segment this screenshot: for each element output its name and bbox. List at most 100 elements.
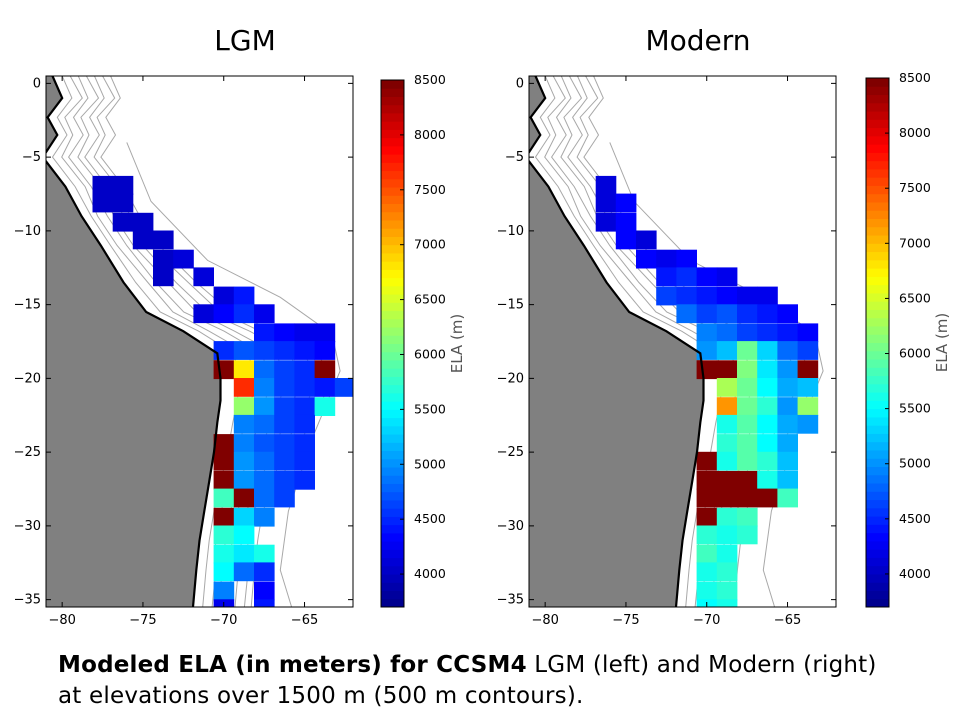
y-tick-label: −25 <box>497 445 524 460</box>
ela-cell <box>213 488 235 508</box>
colorbar-swatch <box>866 111 889 120</box>
colorbar-swatch <box>381 565 404 575</box>
colorbar-tick-label: 5000 <box>414 456 446 471</box>
ela-cell <box>777 323 798 343</box>
contour-line <box>609 142 824 607</box>
ela-cell <box>233 397 255 416</box>
colorbar-swatch <box>381 401 404 410</box>
ela-cell <box>656 267 677 287</box>
colorbar-swatch <box>381 425 404 435</box>
colorbar-swatch <box>866 540 889 550</box>
ela-cell <box>777 451 798 471</box>
ela-cell <box>696 544 718 564</box>
colorbar-swatch <box>381 458 404 468</box>
colorbar-swatch <box>381 154 404 163</box>
colorbar-tick-label: 7500 <box>899 180 931 195</box>
colorbar-swatch <box>381 187 404 196</box>
ela-cell <box>595 175 617 195</box>
colorbar-swatch <box>381 483 404 493</box>
colorbar-swatch <box>866 218 889 228</box>
colorbar-tick-label: 6500 <box>899 290 931 305</box>
colorbar-swatch <box>866 433 889 443</box>
ela-cell <box>737 507 758 527</box>
ela-cell <box>676 249 697 269</box>
colorbar-swatch <box>866 119 889 129</box>
ela-cell <box>294 341 315 360</box>
colorbar-tick-label: 8500 <box>899 70 931 85</box>
colorbar-swatch <box>866 210 889 220</box>
ela-cell <box>294 434 315 453</box>
ela-cell <box>797 378 819 397</box>
colorbar-swatch <box>381 211 404 221</box>
colorbar-swatch <box>381 557 404 567</box>
ela-cell <box>737 488 758 508</box>
colorbar-swatch <box>381 80 404 89</box>
ela-cell <box>314 323 336 343</box>
colorbar-swatch <box>866 491 889 501</box>
ela-cell <box>112 193 134 213</box>
ela-cell <box>233 286 255 306</box>
ela-cell <box>777 341 798 360</box>
ela-cell <box>193 304 214 324</box>
ela-cell <box>254 544 275 564</box>
ela-cell <box>254 323 275 343</box>
colorbar-swatch <box>381 590 404 600</box>
colorbar-swatch <box>866 251 889 261</box>
ela-cell <box>737 360 758 380</box>
colorbar-swatch <box>866 367 889 377</box>
colorbar-swatch <box>866 268 889 277</box>
ela-cell <box>757 397 778 416</box>
ela-cell <box>193 267 214 287</box>
x-tick-label: −75 <box>129 613 156 628</box>
ela-cell <box>696 451 718 471</box>
colorbar-swatch <box>381 277 404 287</box>
x-tick-label: −65 <box>291 613 318 628</box>
colorbar-swatch <box>381 145 404 155</box>
colorbar-swatch <box>866 532 889 542</box>
ela-cell <box>132 230 154 250</box>
ela-cell <box>233 414 255 434</box>
ela-cell <box>676 267 697 287</box>
ela-cell <box>716 414 738 434</box>
colorbar-frame <box>380 79 405 608</box>
x-tick-label: −75 <box>612 613 639 628</box>
ela-cell <box>112 175 134 195</box>
ela-cell <box>314 378 336 397</box>
colorbar-swatch <box>381 359 404 369</box>
ela-cell <box>595 193 617 213</box>
colorbar-swatch <box>381 508 404 517</box>
ela-cell <box>716 488 738 508</box>
y-tick-label: −5 <box>22 150 41 165</box>
colorbar-swatch <box>866 466 889 476</box>
ela-cell <box>274 323 295 343</box>
y-tick-label: −35 <box>14 593 41 608</box>
colorbar-swatch <box>866 284 889 294</box>
colorbar-swatch <box>381 310 404 320</box>
colorbar-swatch <box>381 549 404 559</box>
colorbar-swatch <box>381 294 404 303</box>
ela-cell <box>757 304 778 324</box>
colorbar-swatch <box>866 160 889 170</box>
ela-cell <box>716 286 738 306</box>
colorbar-swatch <box>381 302 404 312</box>
ela-cell <box>254 304 275 324</box>
ela-cell <box>274 397 295 416</box>
ela-cell <box>716 434 738 453</box>
colorbar-swatch <box>381 162 404 172</box>
ela-cell <box>716 267 738 287</box>
ela-cell <box>696 304 718 324</box>
ela-cell <box>757 378 778 397</box>
ela-cell <box>716 304 738 324</box>
axes-frame <box>45 75 354 608</box>
colorbar-swatch <box>866 309 889 319</box>
ela-cell <box>737 525 758 545</box>
ela-cell <box>314 397 336 416</box>
colorbar-swatch <box>866 177 889 186</box>
ela-cell <box>213 581 235 601</box>
ela-cell <box>757 434 778 453</box>
ela-cell <box>797 397 819 416</box>
ela-cell <box>696 488 718 508</box>
colorbar-swatch <box>866 102 889 112</box>
colorbar-swatch <box>866 301 889 310</box>
ela-cell <box>716 544 738 564</box>
